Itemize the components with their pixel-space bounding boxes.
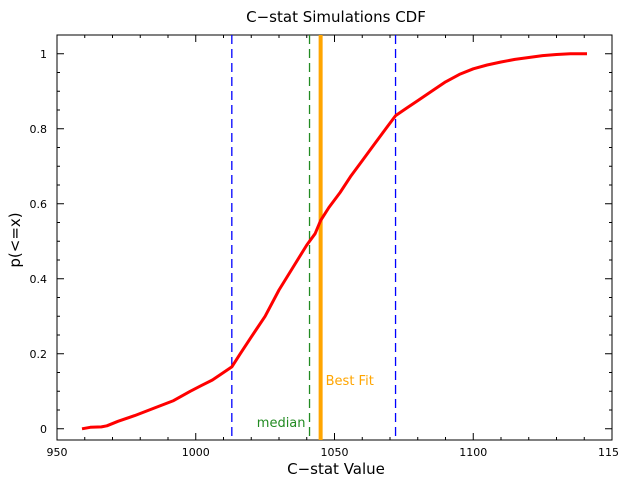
y-tick-label: 0.2 xyxy=(30,348,48,361)
y-tick-label: 0 xyxy=(40,423,47,436)
y-tick-label: 1 xyxy=(40,48,47,61)
annotation-median: median xyxy=(257,416,306,431)
y-axis-title: p(<=x) xyxy=(6,212,24,267)
x-tick-label: 1050 xyxy=(321,446,349,459)
y-tick-label: 0.8 xyxy=(30,123,48,136)
x-tick-label: 1100 xyxy=(459,446,487,459)
y-tick-label: 0.6 xyxy=(30,198,48,211)
x-axis-title: C−stat Value xyxy=(287,460,385,478)
x-tick-label: 1000 xyxy=(182,446,210,459)
y-tick-label: 0.4 xyxy=(30,273,48,286)
cdf-line xyxy=(81,52,587,431)
x-tick-label: 950 xyxy=(47,446,68,459)
chart-title: C−stat Simulations CDF xyxy=(246,8,426,26)
annotation-best-fit: Best Fit xyxy=(326,374,374,389)
